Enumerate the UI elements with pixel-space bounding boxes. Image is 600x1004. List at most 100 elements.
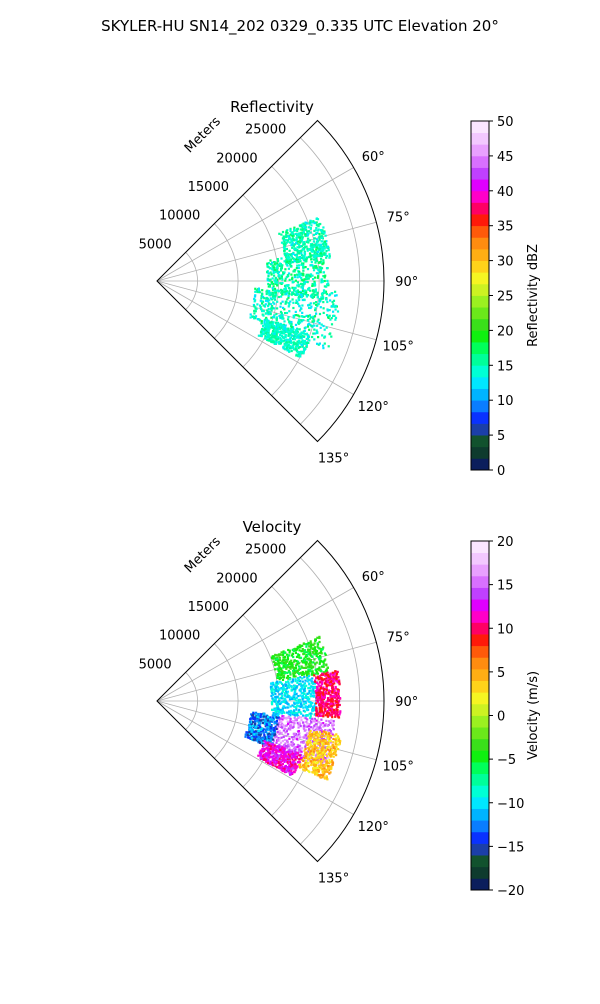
velocity-gate	[330, 702, 333, 705]
velocity-gate	[306, 718, 309, 721]
velocity-gate	[334, 737, 337, 740]
velocity-gate	[314, 638, 317, 641]
velocity-gate	[283, 750, 286, 753]
reflectivity-gate	[287, 318, 290, 321]
reflectivity-gate	[296, 249, 299, 252]
velocity-gate	[257, 726, 260, 729]
velocity-gate	[322, 739, 325, 743]
velocity-gate	[253, 730, 256, 733]
reflectivity-gate	[297, 334, 300, 337]
reflectivity-gate	[297, 236, 300, 239]
velocity-gate	[318, 766, 321, 769]
velocity-gate	[320, 652, 323, 655]
reflectivity-gate	[301, 231, 304, 234]
velocity-gate	[292, 666, 295, 669]
reflectivity-gate	[290, 349, 293, 353]
reflectivity-gate	[303, 251, 306, 254]
velocity-gate	[308, 737, 311, 740]
velocity-gate	[321, 705, 324, 708]
reflectivity-theta-tick-label: 120°	[358, 400, 389, 415]
reflectivity-gate	[285, 235, 288, 238]
reflectivity-panel: Reflectivity60°75°90°105°120°135°5000100…	[139, 98, 541, 479]
velocity-gate	[287, 677, 290, 680]
velocity-gate	[306, 697, 310, 700]
velocity-gate	[291, 711, 294, 714]
velocity-gate	[307, 769, 310, 772]
reflectivity-colorbar-segment	[471, 225, 489, 238]
reflectivity-gate	[283, 271, 286, 274]
reflectivity-gate	[284, 279, 287, 282]
velocity-gate	[333, 689, 336, 692]
velocity-gate	[330, 711, 334, 714]
reflectivity-gate	[252, 315, 255, 318]
velocity-gate	[307, 663, 310, 666]
velocity-gate	[326, 765, 329, 768]
reflectivity-gate	[278, 327, 281, 331]
velocity-gate	[279, 670, 282, 673]
reflectivity-gate	[285, 231, 288, 234]
velocity-gate	[336, 743, 339, 746]
reflectivity-gate	[281, 230, 285, 234]
velocity-gate	[273, 720, 277, 723]
velocity-gate	[295, 767, 298, 770]
reflectivity-colorbar-segment	[471, 283, 489, 296]
reflectivity-gate	[311, 254, 315, 257]
velocity-gate	[257, 724, 261, 727]
velocity-gate	[266, 754, 269, 757]
reflectivity-gate	[264, 330, 267, 333]
velocity-gate	[315, 768, 318, 772]
velocity-gate	[275, 709, 278, 712]
velocity-gate	[309, 644, 313, 647]
reflectivity-gate	[284, 334, 287, 337]
velocity-gate	[252, 715, 255, 718]
velocity-gate	[329, 705, 332, 708]
reflectivity-gate	[317, 225, 320, 228]
velocity-gate	[277, 654, 280, 657]
velocity-gate	[285, 745, 288, 748]
velocity-gate	[285, 660, 289, 663]
velocity-gate	[312, 647, 315, 650]
reflectivity-gate	[307, 304, 310, 307]
velocity-gate	[325, 704, 328, 708]
velocity-gate	[323, 692, 326, 695]
velocity-gate	[260, 749, 263, 752]
reflectivity-gate	[268, 299, 271, 302]
velocity-gate	[326, 715, 329, 718]
velocity-gate	[285, 751, 288, 754]
velocity-gate	[291, 669, 295, 672]
velocity-colorbar-label: Velocity (m/s)	[526, 671, 541, 760]
reflectivity-gate	[259, 304, 262, 307]
velocity-gate	[299, 701, 303, 704]
reflectivity-gate	[288, 303, 291, 306]
velocity-colorbar-segment	[471, 564, 489, 577]
velocity-gate	[313, 733, 316, 736]
velocity-gate	[314, 663, 317, 666]
reflectivity-gate	[288, 310, 291, 313]
velocity-gate	[270, 755, 273, 758]
velocity-gate	[309, 719, 313, 722]
reflectivity-gate	[307, 314, 310, 317]
reflectivity-gate	[311, 248, 314, 251]
velocity-gate	[320, 660, 323, 663]
reflectivity-gate	[300, 257, 303, 260]
reflectivity-gate	[313, 276, 317, 279]
reflectivity-gate	[295, 336, 298, 339]
velocity-gate	[307, 764, 310, 768]
velocity-gate	[313, 682, 316, 685]
velocity-gate	[249, 725, 252, 728]
velocity-gate	[302, 692, 305, 695]
velocity-gate	[292, 675, 295, 678]
reflectivity-gate	[314, 261, 317, 264]
reflectivity-gate	[329, 318, 332, 321]
velocity-gate	[334, 692, 337, 695]
reflectivity-gate	[271, 277, 274, 280]
velocity-gate	[334, 749, 337, 752]
velocity-theta-tick-label: 75°	[387, 630, 410, 645]
reflectivity-gate	[274, 296, 277, 299]
velocity-gate	[305, 674, 309, 677]
velocity-gate	[319, 668, 322, 671]
reflectivity-gate	[262, 295, 265, 298]
reflectivity-gate	[315, 312, 318, 315]
velocity-gate	[271, 692, 274, 695]
velocity-gate	[294, 666, 298, 670]
